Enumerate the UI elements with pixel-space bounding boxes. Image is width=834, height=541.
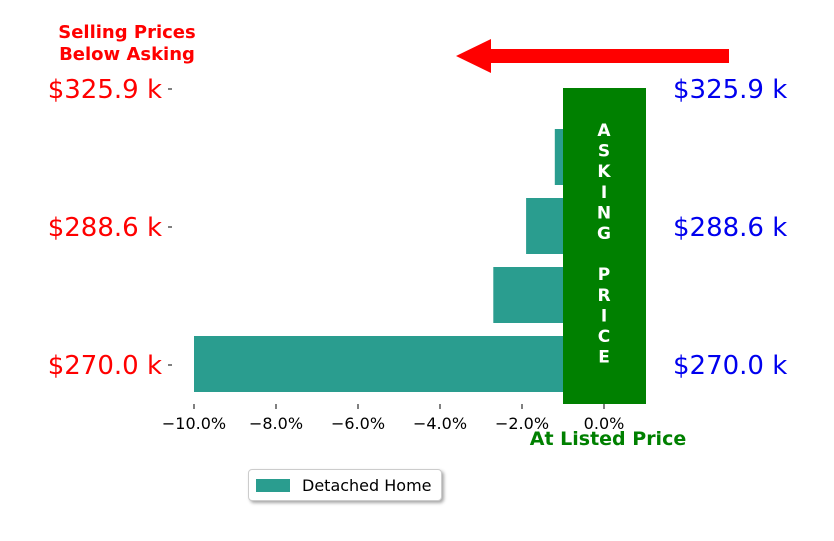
note-line-1: Below Asking (59, 44, 195, 65)
arrow-head (456, 39, 491, 73)
band-letter-4: N (597, 203, 611, 223)
x-tick-label-2: −6.0% (331, 414, 385, 433)
x-tick-label-0: −10.0% (162, 414, 226, 433)
band-letter-3: I (601, 183, 607, 203)
band-letter-8: R (597, 286, 610, 306)
y-label-right-0: $270.0 k (673, 351, 787, 381)
legend-label: Detached Home (302, 475, 432, 495)
x-tick-label-3: −4.0% (413, 414, 467, 433)
band-letter-7: P (598, 265, 610, 285)
band-letter-2: K (597, 162, 611, 182)
bar-0 (194, 336, 604, 392)
y-label-right-1: $288.6 k (673, 213, 787, 243)
note-line-0: Selling Prices (58, 22, 195, 43)
y-label-left-1: $288.6 k (48, 213, 162, 243)
y-label-left-2: $325.9 k (48, 75, 162, 105)
band-letter-5: G (597, 224, 611, 244)
x-tick-label-4: −2.0% (495, 414, 549, 433)
asking-price-band (563, 88, 646, 404)
legend: Detached Home (248, 469, 442, 501)
band-letter-9: I (601, 306, 607, 326)
band-letter-1: S (598, 142, 610, 162)
band-letter-0: A (597, 121, 611, 141)
arrow-shaft (488, 49, 729, 63)
x-tick-label-1: −8.0% (249, 414, 303, 433)
legend-swatch (256, 478, 290, 492)
y-label-left-0: $270.0 k (48, 351, 162, 381)
band-letter-11: E (598, 348, 610, 368)
at-listed-price-label: At Listed Price (530, 428, 686, 450)
x-tick-label-5: 0.0% (584, 414, 625, 433)
y-label-right-2: $325.9 k (673, 75, 787, 105)
band-letter-10: C (598, 327, 610, 347)
